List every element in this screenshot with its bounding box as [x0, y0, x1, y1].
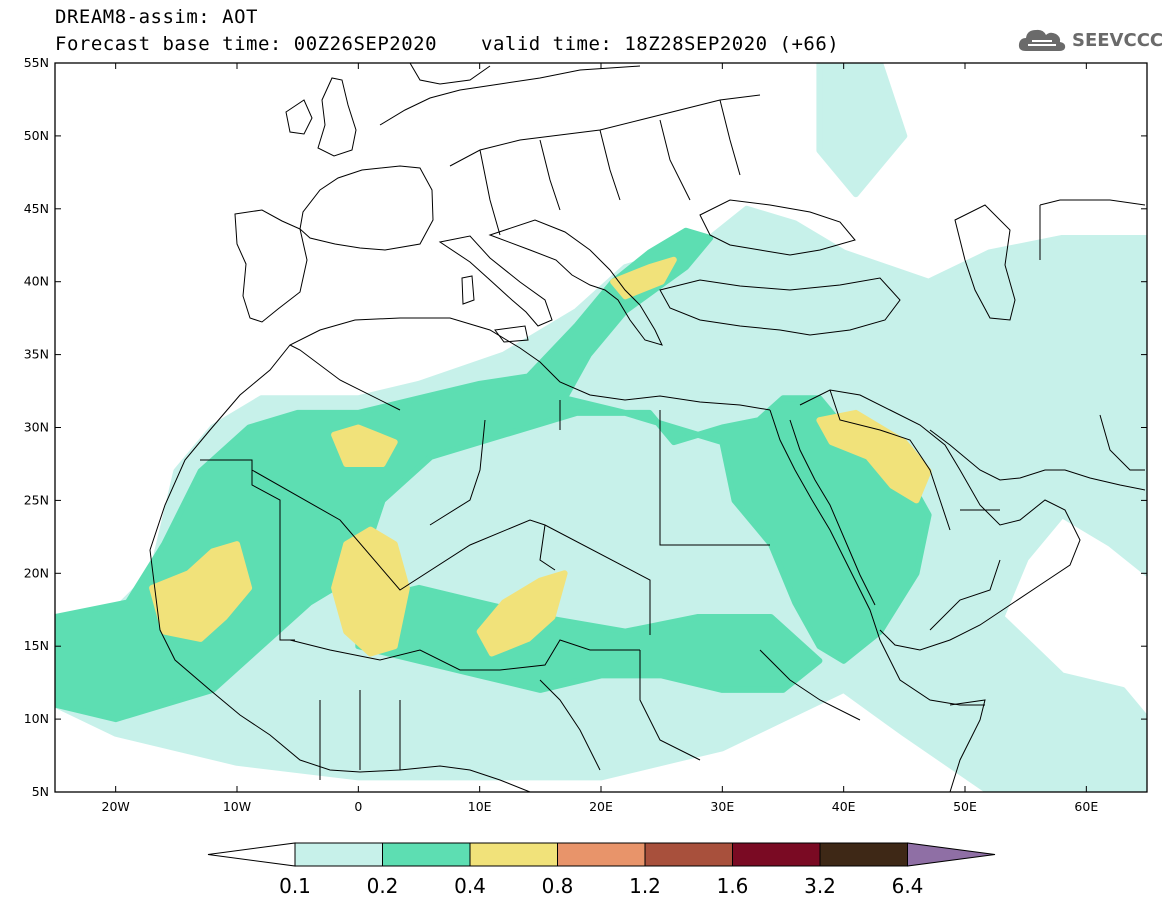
base-time: Forecast base time: 00Z26SEP2020	[55, 33, 438, 55]
colorbar-high-arrow	[907, 842, 996, 867]
lon-tick-label: 20W	[102, 799, 130, 814]
coastline-west-africa	[149, 549, 531, 792]
colorbar-bin	[819, 842, 908, 867]
coastline-anatolia	[659, 277, 901, 336]
lon-tick-label: 50E	[953, 799, 977, 814]
coastline-britain	[317, 77, 357, 157]
aot-zone-6	[476, 570, 568, 657]
colorbar-bin	[732, 842, 821, 867]
aot-zone-7	[331, 424, 398, 467]
aot-zone-9	[610, 256, 677, 300]
lon-tick-label: 0	[354, 799, 362, 814]
chart-title: DREAM8-assim: AOT	[55, 6, 258, 28]
aot-zone-0	[55, 205, 1147, 792]
colorbar-label: 0.8	[542, 874, 574, 898]
valid-time: valid time: 18Z28SEP2020 (+66)	[481, 33, 840, 55]
lat-tick-label: 55N	[24, 55, 49, 70]
lat-tick-label: 35N	[24, 347, 49, 362]
axis-ticks: 55N 50N 45N 40N 35N 30N 25N 20N 15N 10N 5N 20W 10W 0 1…	[24, 55, 1147, 814]
coastline-red-sea	[769, 409, 985, 706]
colorbar-label: 0.1	[279, 874, 311, 898]
coastline-ireland	[285, 99, 313, 135]
coastline-north-africa	[149, 317, 771, 551]
coastline-black-sea	[699, 199, 856, 256]
aot-zone-5	[331, 526, 410, 657]
lon-tick-label: 60E	[1074, 799, 1098, 814]
coastline-scandinavia	[409, 63, 491, 85]
colorbar-bin	[557, 842, 646, 867]
aot-zone-3	[355, 584, 823, 693]
colorbar-label: 6.4	[892, 874, 924, 898]
border-middle-east	[829, 199, 1146, 631]
coastline-sicily	[494, 325, 529, 343]
coastline-arabia	[799, 389, 1081, 651]
border-europe	[449, 94, 761, 236]
coastline-north-europe	[379, 65, 641, 126]
lat-tick-label: 20N	[24, 565, 49, 580]
coastline-balkans	[488, 219, 663, 346]
coastline-france	[299, 165, 434, 251]
colorbar-label: 0.2	[367, 874, 399, 898]
colorbar-bin	[382, 842, 471, 867]
coastline-italy	[438, 235, 553, 327]
cloud-icon	[1018, 29, 1066, 51]
lon-tick-label: 30E	[710, 799, 734, 814]
aot-zone-1	[816, 63, 908, 198]
lat-tick-label: 25N	[24, 492, 49, 507]
lat-tick-label: 40N	[24, 274, 49, 289]
colorbar-label: 1.6	[717, 874, 749, 898]
border-sahara	[200, 344, 770, 641]
lon-tick-label: 10E	[468, 799, 492, 814]
aot-shading	[55, 63, 1147, 792]
colorbar-label: 0.4	[454, 874, 486, 898]
aot-zone-2	[55, 227, 932, 723]
coastline-horn	[949, 699, 986, 792]
lon-tick-label: 40E	[832, 799, 856, 814]
border-sahel	[289, 639, 861, 780]
coastline-iberia	[234, 209, 308, 323]
lon-tick-label: 20E	[589, 799, 613, 814]
lat-tick-label: 30N	[24, 420, 49, 435]
colorbar-bin	[294, 842, 383, 867]
coastline-caspian	[954, 204, 1016, 321]
colorbar-label: 3.2	[804, 874, 836, 898]
lon-tick-label: 10W	[223, 799, 251, 814]
seevccc-logo: SEEVCCC	[1016, 24, 1163, 56]
colorbar-bin	[644, 842, 733, 867]
colorbar-bin	[469, 842, 558, 867]
lat-tick-label: 45N	[24, 201, 49, 216]
lat-tick-label: 5N	[32, 784, 49, 799]
colorbar: 0.1 0.2 0.4 0.8 1.2 1.6 3.2 6.4	[207, 842, 996, 898]
country-borders	[149, 63, 1146, 792]
coastline-sardinia	[461, 275, 475, 305]
aot-zone-8	[816, 409, 932, 504]
lat-tick-label: 15N	[24, 638, 49, 653]
logo-text: SEEVCCC	[1072, 29, 1164, 51]
lat-tick-label: 10N	[24, 711, 49, 726]
colorbar-label: 1.2	[629, 874, 661, 898]
time-info: Forecast base time: 00Z26SEP2020 valid ti…	[55, 33, 839, 55]
coastline-persian-gulf	[929, 429, 1146, 491]
lat-tick-label: 50N	[24, 128, 49, 143]
aot-zone-4	[149, 541, 253, 642]
colorbar-low-arrow	[207, 842, 296, 867]
